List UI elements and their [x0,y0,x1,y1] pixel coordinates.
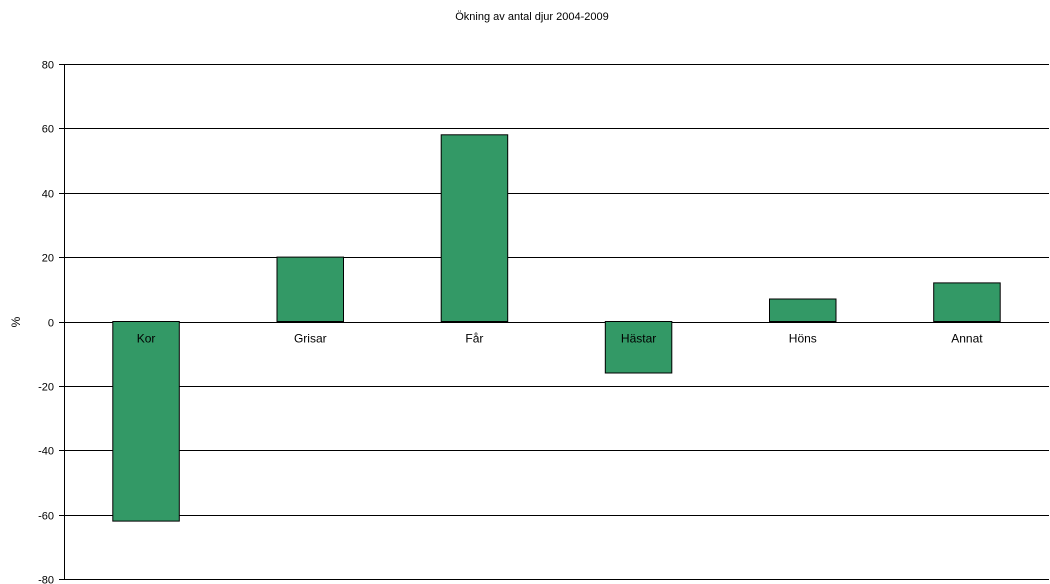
y-tick-label: 40 [42,189,54,201]
bar-höns [769,298,837,322]
category-labels: Kor Grisar Får Hästar Höns Annat [137,332,983,346]
y-tick-label: -80 [38,575,54,584]
bars [112,134,1001,522]
y-axis-label: % [9,316,23,327]
y-tick-label: 80 [42,60,54,72]
y-tick-label: 0 [48,318,54,330]
y-tick-label: -20 [38,382,54,394]
y-tick-labels: -80 -60 -40 -20 0 20 40 60 80 [38,60,64,584]
category-label: Höns [789,332,817,346]
y-tick-label: -40 [38,446,54,458]
gridlines [64,64,1049,580]
bar-hästar [604,321,673,374]
chart-title: Ökning av antal djur 2004-2009 [455,11,609,23]
y-tick-label: 20 [42,253,54,265]
category-label: Får [465,332,483,346]
category-label: Grisar [294,332,327,346]
category-label: Hästar [621,332,656,346]
bar-får [440,134,509,322]
bar-annat [933,282,1001,322]
bar-kor [112,321,180,522]
category-label: Kor [137,332,156,346]
y-tick-label: -60 [38,511,54,523]
y-tick-label: 60 [42,124,54,136]
bar-grisar [276,256,344,323]
category-label: Annat [951,332,983,346]
